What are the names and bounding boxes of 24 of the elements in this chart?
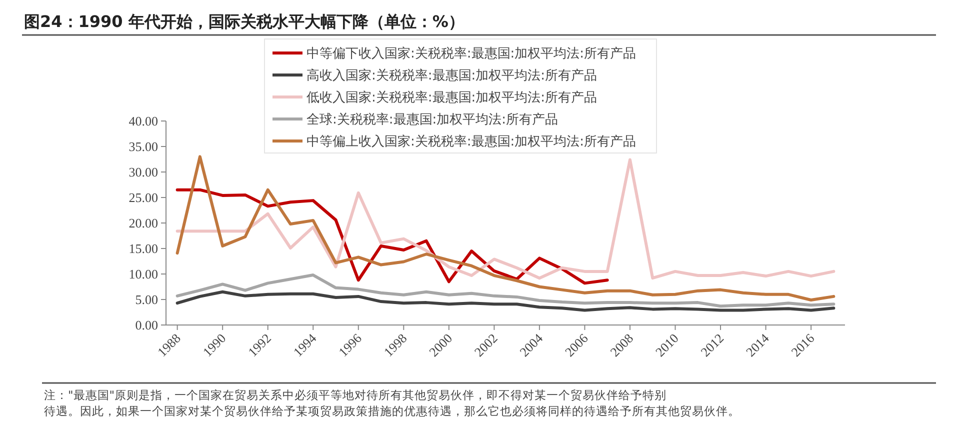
legend-label: 中等偏下收入国家:关税税率:最惠国:加权平均法:所有产品 [306, 46, 636, 62]
legend-label: 中等偏上收入国家:关税税率:最惠国:加权平均法:所有产品 [306, 134, 636, 150]
y-tick-label: 5.00 [135, 292, 158, 308]
line-series [176, 188, 609, 285]
line-series [176, 274, 836, 308]
y-tick-label: 10.00 [128, 266, 158, 282]
legend-label: 低收入国家:关税税率:最惠国:加权平均法:所有产品 [306, 90, 598, 106]
line-series [176, 290, 836, 312]
y-tick-label: 35.00 [128, 139, 158, 154]
y-tick-label: 30.00 [128, 164, 158, 180]
y-tick-label: 0.00 [135, 318, 158, 333]
y-tick-label: 15.00 [128, 241, 158, 256]
x-tick-label: 1992 [244, 330, 274, 360]
y-tick-label: 40.00 [128, 114, 158, 129]
line-series [176, 158, 836, 280]
line-series [176, 155, 836, 302]
chart-title: 图24：1990 年代开始，国际关税水平大幅下降（单位：%） [24, 12, 464, 31]
y-tick-label: 20.00 [128, 216, 158, 231]
text: 注："最惠国"原则是指，一个国家在贸易关系中必须平等地对待所有其他贸易伙伴，即不得对某一个贸易伙伴给予特别 [44, 388, 667, 402]
x-tick-label: 1990 [200, 330, 229, 360]
legend-label: 全球:关税税率:最惠国:加权平均法:所有产品 [306, 112, 558, 128]
text: 待遇。因此，如果一个国家对某个贸易伙伴给予某项贸易政策措施的优惠待遇，那么它也必须将同样的待遇给予所有其他贸易伙伴。 [44, 404, 740, 418]
y-tick-label: 25.00 [128, 190, 158, 206]
legend-label: 高收入国家:关税税率:最惠国:加权平均法:所有产品 [306, 68, 598, 84]
